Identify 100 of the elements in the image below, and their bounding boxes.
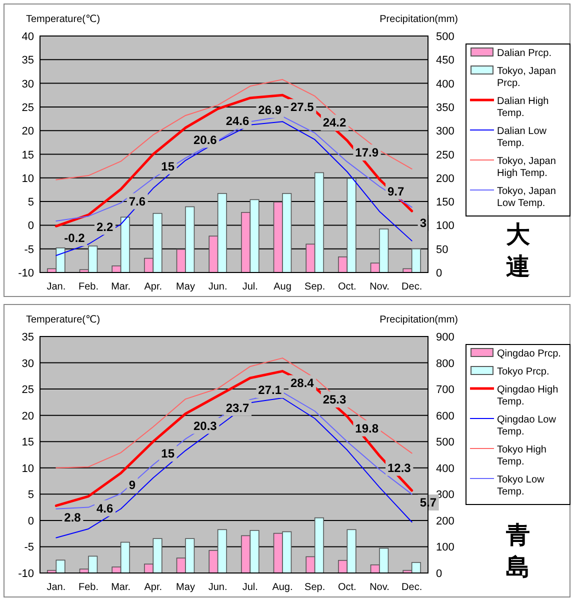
data-label: 3 — [420, 216, 427, 230]
legend-label: Qingdao High Temp. — [497, 384, 558, 408]
data-label: 24.2 — [322, 116, 347, 130]
y-tick-label: 35 — [22, 54, 34, 67]
legend-label: Tokyo Prcp. — [497, 366, 550, 378]
legend-label: Dalian High Temp. — [497, 96, 549, 119]
x-tick-label: May — [176, 282, 195, 292]
y-tick-label: 10 — [22, 172, 34, 185]
y-tick-label: 5 — [28, 196, 34, 209]
y-tick-label: 15 — [22, 436, 34, 449]
legend-label: Tokyo Low Temp. — [497, 474, 546, 498]
x-tick-label: Sep. — [304, 282, 326, 292]
y2-tick-label: 200 — [436, 515, 454, 528]
legend-label: Tokyo, Japan Prcp. — [497, 66, 556, 89]
legend-label: Tokyo, Japan High Temp. — [497, 156, 556, 179]
text: 大連 — [506, 222, 531, 280]
x-tick-label: May — [176, 582, 195, 593]
y-tick-label: 30 — [22, 358, 34, 370]
x-tick-label: Feb. — [78, 582, 99, 593]
x-tick-label: Jun. — [208, 282, 228, 292]
y-tick-label: 20 — [22, 126, 34, 138]
data-label: 4.6 — [96, 501, 114, 516]
y-tick-label: 0 — [28, 515, 34, 528]
data-label: 20.6 — [194, 132, 218, 147]
y-tick-label: -5 — [24, 542, 34, 554]
x-tick-label: Mar. — [111, 582, 131, 593]
y-tick-label: 10 — [22, 462, 34, 475]
y2-axis-title: Precipitation(mm) — [380, 14, 458, 25]
y-tick-label: -10 — [18, 268, 34, 280]
x-tick-label: Aug. — [272, 582, 293, 593]
y2-tick-label: 400 — [436, 462, 454, 475]
y2-tick-label: 500 — [436, 436, 454, 449]
y2-tick-label: 50 — [436, 244, 448, 256]
y-tick-label: 30 — [22, 78, 34, 90]
x-tick-label: Jul. — [242, 582, 258, 593]
x-tick-label: Jul. — [242, 282, 258, 292]
y2-tick-label: 200 — [436, 172, 454, 185]
line-series — [56, 79, 412, 180]
x-tick-label: Nov. — [370, 282, 390, 292]
x-tick-label: Dec. — [402, 282, 422, 292]
y2-tick-label: 100 — [436, 542, 454, 554]
data-label: 9 — [128, 478, 136, 492]
legend-label: Tokyo High Temp. — [497, 444, 546, 468]
y-tick-label: 20 — [22, 410, 34, 422]
legend-label: Dalian Prcp. — [497, 48, 552, 59]
y2-tick-label: 250 — [436, 149, 454, 162]
y2-tick-label: 100 — [436, 220, 454, 232]
y2-tick-label: 300 — [436, 126, 454, 138]
y-axis-title: Temperature(℃) — [26, 314, 100, 326]
data-label: 17.9 — [355, 146, 379, 160]
legend-label: Qingdao Prcp. — [497, 348, 561, 360]
y2-tick-label: 0 — [436, 268, 442, 280]
data-label: 25.3 — [322, 392, 347, 406]
legend-label: Tokyo, Japan Low Temp. — [497, 186, 556, 209]
y2-tick-label: 800 — [436, 358, 454, 370]
y-tick-label: -5 — [24, 244, 34, 256]
data-label: 12.3 — [388, 460, 412, 475]
x-tick-label: Feb. — [78, 282, 99, 292]
data-label: 27.5 — [290, 100, 314, 114]
legend-label: Qingdao Low Temp. — [497, 414, 557, 438]
data-label: 2.8 — [64, 510, 82, 525]
y-tick-label: 5 — [28, 489, 34, 502]
y2-tick-label: 700 — [436, 384, 454, 396]
y2-tick-label: 0 — [436, 568, 442, 580]
x-tick-label: Nov. — [370, 582, 390, 593]
y-axis-title: Temperature(℃) — [26, 14, 100, 25]
data-label: 27.1 — [258, 383, 282, 398]
y2-tick-label: 500 — [436, 31, 454, 43]
y2-tick-label: 900 — [436, 332, 454, 344]
x-tick-label: Jun. — [208, 582, 228, 593]
y2-tick-label: 350 — [436, 102, 454, 114]
x-tick-label: Mar. — [111, 282, 131, 292]
data-label: -0.2 — [64, 231, 86, 246]
x-tick-label: Dec. — [402, 582, 422, 593]
x-tick-label: Oct. — [338, 282, 356, 292]
x-tick-label: Aug — [274, 282, 292, 292]
y-tick-label: 35 — [22, 332, 34, 344]
data-label: 23.7 — [226, 400, 250, 415]
text: 青島 — [505, 522, 530, 581]
data-label: 9.7 — [388, 184, 405, 198]
y-tick-label: 15 — [22, 149, 34, 162]
data-label: 26.9 — [258, 102, 282, 117]
y2-tick-label: 450 — [436, 54, 454, 67]
line-series — [56, 397, 412, 538]
data-label: 2.2 — [96, 220, 114, 234]
y2-tick-label: 150 — [436, 196, 454, 209]
y2-tick-label: 600 — [436, 410, 454, 422]
x-tick-label: Sep. — [304, 582, 326, 593]
y-tick-label: 40 — [22, 31, 34, 43]
data-label: 19.8 — [355, 421, 379, 436]
data-label: 15 — [161, 446, 175, 461]
y-tick-label: 25 — [22, 102, 34, 114]
x-tick-label: Jan. — [46, 582, 66, 593]
x-tick-label: Oct. — [338, 582, 356, 593]
data-label: 24.6 — [226, 114, 250, 128]
y2-tick-label: 300 — [436, 489, 454, 502]
y-tick-label: 25 — [22, 384, 34, 396]
y2-axis-title: Precipitation(mm) — [380, 314, 458, 326]
y-tick-label: -10 — [18, 568, 34, 580]
x-tick-label: Jan. — [46, 282, 66, 292]
